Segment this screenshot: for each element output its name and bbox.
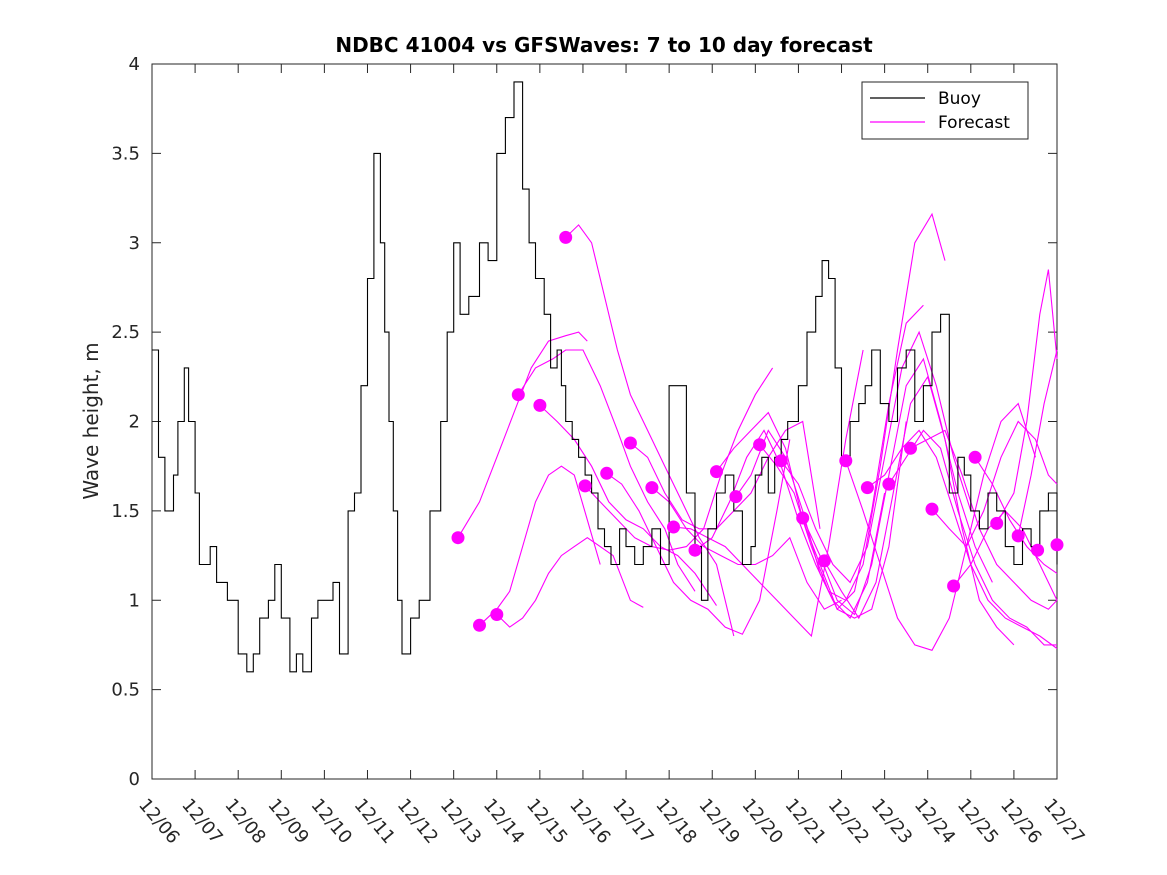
forecast-line [931, 420, 1058, 548]
legend: Buoy Forecast [861, 81, 1029, 140]
forecast-start-marker [688, 543, 702, 557]
legend-box [861, 81, 1029, 140]
y-axis-label: Wave height, m [79, 342, 103, 499]
forecast-start-marker [925, 502, 939, 516]
forecast-line [910, 429, 1058, 610]
forecast-line [517, 349, 696, 592]
forecast-line [630, 420, 821, 530]
y-tick-label: 2.5 [111, 322, 140, 343]
forecast-start-marker [947, 579, 961, 593]
forecast-line [496, 537, 644, 628]
forecast-start-marker [968, 450, 982, 464]
forecast-line [694, 429, 886, 620]
y-tick-label: 1.5 [111, 501, 140, 522]
forecast-line [780, 330, 972, 584]
forecast-line [888, 429, 1057, 646]
forecast-line [845, 402, 1037, 651]
forecast-start-marker [753, 438, 767, 452]
forecast-line [457, 331, 588, 538]
forecast-start-marker [533, 398, 547, 412]
forecast-start-marker [667, 520, 680, 534]
forecast-line [584, 367, 774, 551]
forecast-line [802, 357, 993, 616]
forecast-start-marker [729, 490, 743, 504]
forecast-start-marker [645, 481, 659, 495]
forecast-start-marker [990, 516, 1004, 530]
forecast-start-marker [710, 465, 723, 479]
forecast-line [673, 349, 864, 638]
y-tick-label: 2 [129, 412, 140, 433]
forecast-line [867, 429, 1058, 649]
y-tick-label: 3 [129, 233, 140, 254]
forecast-start-marker [1050, 538, 1064, 552]
forecast-start-marker [511, 388, 525, 402]
forecast-start-marker [882, 477, 896, 491]
forecast-series-group [457, 212, 1058, 651]
y-tick-label: 0 [129, 769, 140, 790]
forecast-start-marker [860, 481, 874, 495]
forecast-start-marker [473, 618, 486, 632]
forecast-start-marker [796, 511, 810, 525]
forecast-line [479, 465, 601, 626]
forecast-line [539, 404, 717, 606]
y-axis-ticks: 0 0.5 1 1.5 2 2.5 3 3.5 4 [111, 54, 1057, 790]
forecast-line [1017, 349, 1058, 537]
forecast-line [823, 375, 1015, 646]
y-tick-label: 0.5 [111, 680, 140, 701]
forecast-line [996, 269, 1058, 524]
forecast-start-marker [839, 454, 853, 468]
y-tick-label: 4 [129, 54, 140, 75]
forecast-start-marker [1031, 543, 1045, 557]
buoy-line [152, 81, 1058, 673]
forecast-start-marker [578, 479, 592, 493]
forecast-markers-group [451, 230, 1064, 632]
buoy-series-group [152, 81, 1058, 673]
forecast-start-marker [1011, 529, 1025, 543]
forecast-start-marker [490, 608, 504, 621]
forecast-start-marker [600, 466, 614, 480]
forecast-line [759, 212, 946, 602]
forecast-start-marker [559, 230, 573, 244]
chart-title: NDBC 41004 vs GFSWaves: 7 to 10 day fore… [335, 33, 873, 57]
forecast-line [565, 224, 735, 637]
y-tick-label: 1 [129, 590, 140, 611]
forecast-start-marker [451, 531, 465, 545]
forecast-start-marker [774, 454, 788, 468]
forecast-start-marker [623, 436, 637, 450]
legend-buoy-label: Buoy [938, 89, 981, 109]
y-tick-label: 3.5 [111, 143, 140, 164]
forecast-start-marker [817, 554, 831, 568]
legend-forecast-label: Forecast [938, 113, 1010, 133]
forecast-start-marker [904, 441, 917, 455]
